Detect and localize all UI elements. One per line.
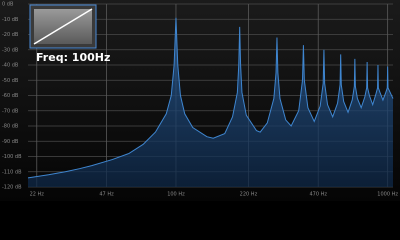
y-tick-label: -70 dB	[2, 108, 19, 114]
area	[28, 17, 393, 187]
y-tick-label: -110 dB	[2, 169, 22, 175]
grid: 0 dB -10 dB -20 dB -30 dB -40 dB -50 dB -60 dB…	[2, 2, 398, 198]
x-tick-label: 100 Hz	[167, 192, 185, 198]
y-tick-label: -30 dB	[2, 47, 19, 53]
inset-label: Freq: 100Hz	[36, 51, 110, 64]
inset-curve	[33, 8, 93, 45]
y-tick-label: -20 dB	[2, 32, 19, 38]
y-tick-label: 0 dB	[2, 2, 14, 8]
chart: 0 dB -10 dB -20 dB -30 dB -40 dB -50 dB -60 dB…	[0, 0, 400, 201]
y-tick-label: -90 dB	[2, 139, 19, 145]
y-tick-label: -100 dB	[2, 154, 22, 160]
x-tick-label: 22 Hz	[30, 192, 45, 198]
page: 0 dB -10 dB -20 dB -30 dB -40 dB -50 dB -60 dB…	[0, 0, 400, 201]
x-tick-label: 47 Hz	[99, 192, 114, 198]
y-tick-label: -60 dB	[2, 93, 19, 99]
x-tick-label: 470 Hz	[309, 192, 327, 198]
y-tick-label: -40 dB	[2, 63, 19, 69]
y-tick-label: -120 dB	[2, 185, 22, 191]
x-tick-label: 220 Hz	[240, 192, 258, 198]
line	[27, 17, 394, 179]
plot	[27, 17, 394, 187]
y-tick-label: -10 dB	[2, 17, 19, 23]
y-tick-label: -50 dB	[2, 78, 19, 84]
x-tick-label: 1000 Hz	[377, 192, 398, 198]
inset: Freq: 100Hz	[29, 4, 110, 64]
y-tick-label: -80 dB	[2, 124, 19, 130]
